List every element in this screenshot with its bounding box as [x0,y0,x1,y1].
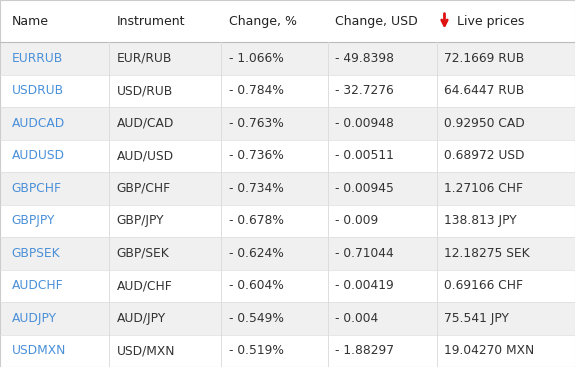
Text: USD/MXN: USD/MXN [117,344,175,357]
Text: AUDUSD: AUDUSD [12,149,64,162]
Text: - 0.763%: - 0.763% [229,117,283,130]
Bar [0,139,575,172]
Bar [0,0,575,42]
Text: GBP/CHF: GBP/CHF [117,182,171,195]
Text: - 0.004: - 0.004 [335,312,378,325]
Text: 75.541 JPY: 75.541 JPY [444,312,509,325]
Text: - 0.736%: - 0.736% [229,149,283,162]
Text: - 0.00511: - 0.00511 [335,149,394,162]
Text: - 1.88297: - 1.88297 [335,344,394,357]
Text: EUR/RUB: EUR/RUB [117,52,172,65]
Text: 0.92950 CAD: 0.92950 CAD [444,117,525,130]
Text: GBP/JPY: GBP/JPY [117,214,164,227]
Text: - 0.00945: - 0.00945 [335,182,394,195]
Text: - 0.624%: - 0.624% [229,247,283,260]
Text: 64.6447 RUB: 64.6447 RUB [444,84,525,97]
Text: - 49.8398: - 49.8398 [335,52,394,65]
Text: 72.1669 RUB: 72.1669 RUB [444,52,525,65]
Text: AUD/USD: AUD/USD [117,149,174,162]
Text: AUD/CAD: AUD/CAD [117,117,174,130]
Text: - 1.066%: - 1.066% [229,52,283,65]
Bar [0,205,575,237]
Text: - 0.678%: - 0.678% [229,214,283,227]
Text: USDRUB: USDRUB [12,84,64,97]
Text: - 0.009: - 0.009 [335,214,378,227]
Bar [0,237,575,269]
Bar [0,302,575,335]
Text: GBPCHF: GBPCHF [12,182,62,195]
Text: Change, %: Change, % [229,15,297,28]
Text: Name: Name [12,15,48,28]
Text: GBP/SEK: GBP/SEK [117,247,170,260]
Bar [0,269,575,302]
Text: AUD/JPY: AUD/JPY [117,312,166,325]
Text: AUDJPY: AUDJPY [12,312,56,325]
Bar [0,42,575,75]
Text: - 32.7276: - 32.7276 [335,84,394,97]
Text: USD/RUB: USD/RUB [117,84,173,97]
Text: 0.68972 USD: 0.68972 USD [444,149,525,162]
Text: - 0.519%: - 0.519% [229,344,283,357]
Text: - 0.604%: - 0.604% [229,279,283,292]
Bar [0,107,575,140]
Text: Instrument: Instrument [117,15,185,28]
Text: Live prices: Live prices [457,15,524,28]
Text: - 0.549%: - 0.549% [229,312,283,325]
Text: 12.18275 SEK: 12.18275 SEK [444,247,530,260]
Bar [0,172,575,205]
Text: GBPJPY: GBPJPY [12,214,55,227]
Text: GBPSEK: GBPSEK [12,247,60,260]
Text: - 0.71044: - 0.71044 [335,247,394,260]
Text: 19.04270 MXN: 19.04270 MXN [444,344,535,357]
Text: Change, USD: Change, USD [335,15,418,28]
Text: AUDCHF: AUDCHF [12,279,63,292]
Bar [0,75,575,107]
Text: AUDCAD: AUDCAD [12,117,65,130]
Text: EURRUB: EURRUB [12,52,63,65]
Text: USDMXN: USDMXN [12,344,66,357]
Text: 138.813 JPY: 138.813 JPY [444,214,517,227]
Text: - 0.784%: - 0.784% [229,84,283,97]
Text: - 0.00419: - 0.00419 [335,279,394,292]
Text: 0.69166 CHF: 0.69166 CHF [444,279,523,292]
Bar [0,335,575,367]
Text: AUD/CHF: AUD/CHF [117,279,172,292]
Text: - 0.00948: - 0.00948 [335,117,394,130]
Text: - 0.734%: - 0.734% [229,182,283,195]
Text: 1.27106 CHF: 1.27106 CHF [444,182,523,195]
